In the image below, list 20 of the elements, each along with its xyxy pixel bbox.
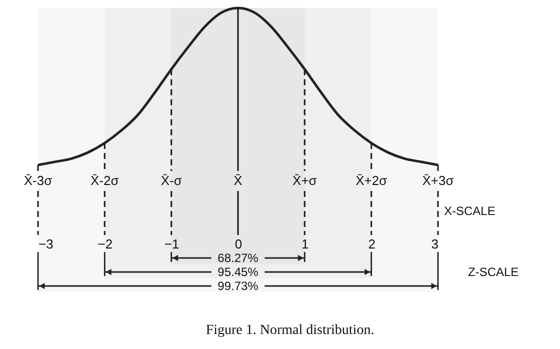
ref-line-label: X̄+2σ	[356, 173, 388, 188]
ref-line-label: X̄+3σ	[422, 173, 454, 188]
band-label: 95.45%	[218, 265, 259, 279]
x-tick-label: −3	[38, 236, 54, 252]
band-label: 68.27%	[218, 251, 259, 265]
caption: Figure 1. Normal distribution.	[206, 323, 374, 338]
text: X-SCALE	[444, 204, 496, 218]
x-tick-label: 0	[234, 236, 242, 252]
x-tick-label: −1	[164, 236, 180, 252]
x-tick-label: 3	[431, 236, 438, 252]
ref-line-label: X̄+σ	[292, 173, 317, 188]
ref-line-label: X̄-2σ	[90, 173, 119, 188]
ref-line-label: X̄-3σ	[24, 173, 52, 188]
x-tick-label: 1	[302, 236, 309, 252]
ref-line-label: X̄-σ	[160, 173, 182, 188]
band-label: 99.73%	[218, 279, 259, 293]
text: Z-SCALE	[468, 265, 519, 279]
x-tick-label: 2	[368, 236, 376, 252]
ref-line-label: X̄	[234, 173, 243, 188]
x-tick-label: −2	[98, 236, 113, 252]
